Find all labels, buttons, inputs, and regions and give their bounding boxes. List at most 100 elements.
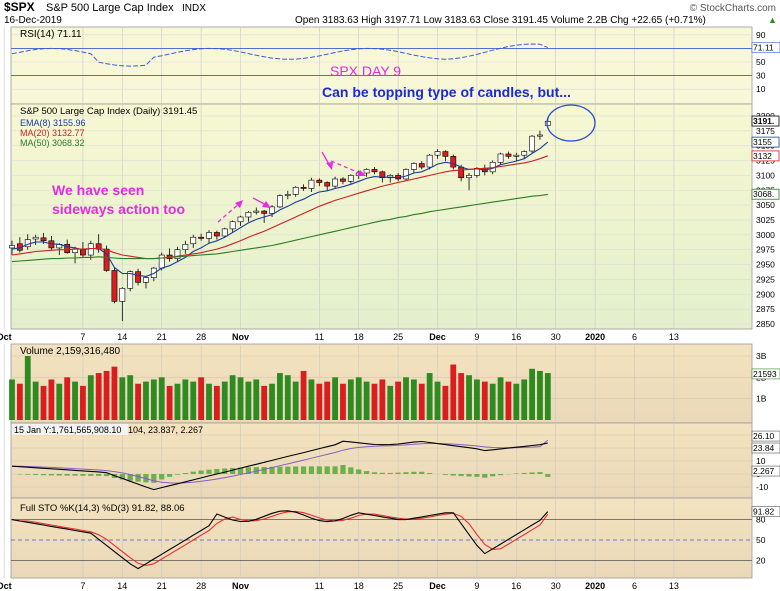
x-label-bottom: 7	[80, 581, 85, 591]
annotation-sideways-2: sideways action too	[52, 201, 185, 217]
volume-bar	[135, 383, 141, 420]
x-label-bottom: Oct	[0, 581, 12, 591]
candle-down	[442, 151, 449, 157]
macd-histogram-bar	[411, 471, 417, 474]
candle-up	[497, 153, 504, 163]
x-label-top: Nov	[232, 332, 249, 342]
candle-down	[450, 156, 457, 168]
x-label-top: 7	[80, 332, 85, 342]
macd-histogram-bar	[230, 467, 236, 474]
volume-bar	[324, 381, 331, 420]
macd-histogram-bar	[135, 474, 141, 482]
legend-ma50: MA(50) 3068.32	[20, 138, 85, 148]
arrow-4	[330, 160, 363, 175]
volume-bar	[379, 379, 386, 420]
macd-histogram-bar	[308, 466, 315, 474]
rsi-label: RSI(14) 71.11	[20, 29, 82, 40]
volume-bar	[16, 383, 23, 420]
candle-up	[363, 169, 370, 174]
macd-histogram-bar	[371, 472, 378, 474]
macd-histogram-bar	[395, 472, 401, 474]
macd-panel	[10, 422, 753, 499]
candle-down	[213, 232, 220, 237]
candle-up	[237, 216, 244, 223]
price-axis-label: 2850	[756, 319, 775, 329]
rsi-layer	[11, 43, 752, 77]
x-label-top: 14	[117, 332, 127, 342]
price-axis-label: 3175	[756, 126, 775, 136]
volume-bar	[221, 381, 228, 420]
macd-axis-label: -10	[756, 482, 769, 492]
volume-bar	[426, 373, 433, 420]
macd-histogram-bar	[119, 474, 125, 480]
candle-up	[521, 151, 528, 156]
macd-histogram-bar	[253, 467, 259, 474]
price-panel	[10, 103, 753, 330]
volume-value-tag	[751, 368, 780, 380]
macd-histogram-bar	[364, 471, 370, 474]
candle-up	[206, 232, 212, 239]
macd-histogram-bar	[387, 472, 393, 474]
rsi-value-tag-text: 71.11	[753, 43, 774, 53]
x-label-bottom: 21	[157, 581, 167, 591]
macd-histogram-bar	[33, 474, 39, 476]
x-label-top: Oct	[0, 332, 12, 342]
volume-bar	[72, 381, 78, 420]
macd-histogram-bar	[56, 474, 62, 476]
volume-bar	[40, 385, 47, 420]
macd-histogram-bar	[379, 472, 385, 474]
volume-bar	[182, 379, 189, 420]
arrow-2-head	[262, 201, 271, 208]
macd-histogram-bar	[214, 468, 220, 474]
volume-bar	[9, 379, 15, 420]
candle-up	[143, 277, 149, 283]
volume-bar	[458, 373, 465, 420]
candle-up	[403, 169, 409, 180]
candle-down	[135, 271, 141, 283]
macd-tooltip: 15 Jan Y:1,761,565,908.10	[14, 425, 121, 435]
macd-signal-line	[11, 439, 549, 484]
sto-panel	[10, 497, 753, 579]
macd-line	[11, 440, 548, 491]
volume-label: Volume 2,159,316,480	[20, 346, 121, 357]
candle-up	[434, 151, 441, 156]
rsi-axis-label: 90	[756, 30, 766, 40]
x-label-top: 6	[632, 332, 637, 342]
candle-up	[32, 236, 39, 240]
macd-histogram-bar	[151, 474, 157, 483]
macd-histogram-bar	[167, 474, 173, 477]
volume-bar	[529, 368, 535, 420]
index-name: S&P 500 Large Cap Index	[46, 2, 174, 14]
macd-histogram-bar	[237, 467, 244, 474]
macd-histogram-bar	[293, 466, 299, 474]
volume-bar	[481, 381, 488, 420]
x-label-top: 25	[393, 332, 403, 342]
volume-bar	[347, 379, 354, 420]
volume-bar	[284, 375, 291, 420]
volume-bar	[410, 379, 417, 420]
macd-histogram-bar	[466, 474, 472, 477]
volume-bar	[395, 381, 402, 420]
volume-bar	[418, 383, 425, 420]
candle-up	[347, 175, 354, 182]
x-label-bottom: 28	[196, 581, 206, 591]
ma50-line	[11, 193, 548, 263]
candle-up	[292, 186, 299, 195]
macd-histogram-bar	[356, 469, 362, 474]
volume-bar	[213, 385, 220, 420]
macd-histogram-bar	[348, 467, 354, 474]
volume-bar	[489, 383, 496, 420]
macd-histogram-bar	[206, 469, 212, 474]
candle-down	[458, 166, 465, 179]
candle-down	[418, 163, 425, 168]
candle-up	[119, 288, 126, 302]
rsi-axis-label: 10	[756, 84, 766, 94]
sto-layer	[11, 510, 549, 570]
rsi-axis-label: 50	[756, 57, 766, 67]
candle-up	[127, 271, 134, 289]
macd-histogram-bar	[198, 470, 204, 474]
arrow-1	[217, 202, 241, 223]
macd-histogram-bar	[497, 474, 504, 476]
x-label-top: 9	[474, 332, 479, 342]
volume-bar	[442, 385, 449, 420]
